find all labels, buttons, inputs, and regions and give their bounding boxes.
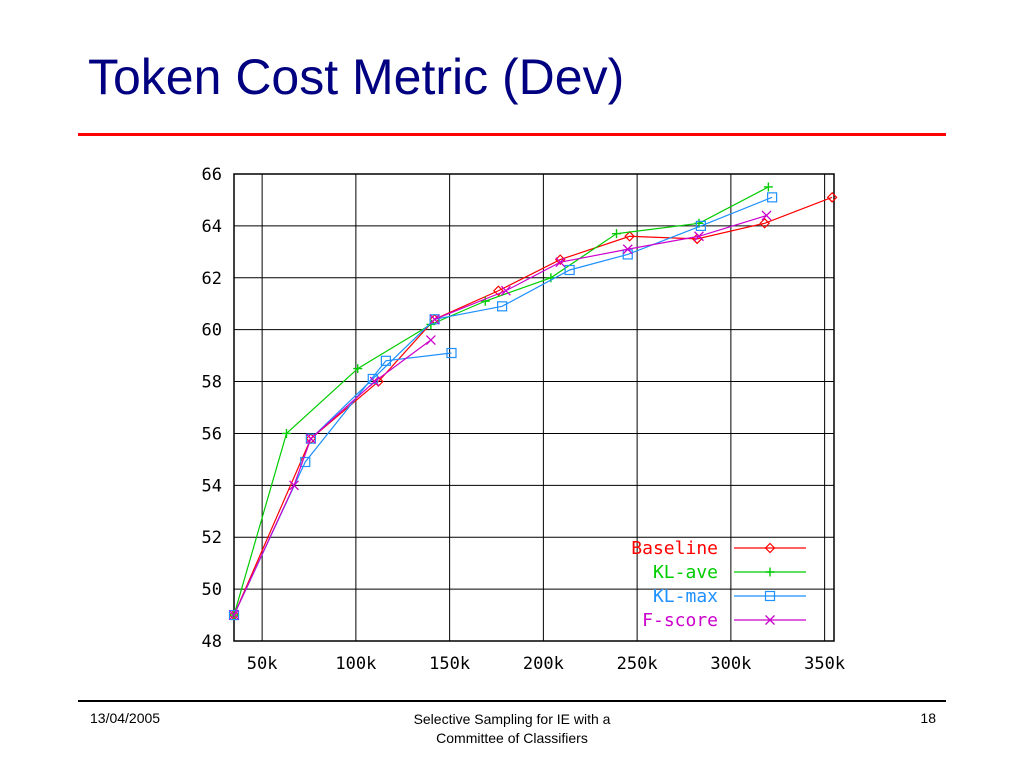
y-tick-label: 48 — [202, 632, 222, 652]
legend-label-kl-max: KL-max — [653, 586, 718, 607]
data-point-kl-max — [564, 264, 575, 276]
legend-label-kl-ave: KL-ave — [653, 562, 718, 583]
y-tick-label: 50 — [202, 580, 222, 600]
data-point-baseline — [493, 285, 504, 297]
x-tick-label: 150k — [429, 654, 470, 674]
series-line-baseline — [233, 196, 833, 616]
footer-title-line-2: Committee of Classifiers — [436, 730, 588, 746]
data-point-f-score — [425, 335, 436, 346]
data-point-kl-max — [429, 314, 440, 325]
data-point-f-score — [369, 376, 380, 387]
data-point-kl-max — [497, 301, 508, 312]
data-point-kl-max — [228, 609, 240, 621]
data-point-kl-ave — [282, 428, 291, 438]
x-tick-label: 300k — [710, 654, 751, 674]
data-point-kl-ave — [426, 319, 436, 329]
data-point-kl-max — [446, 347, 457, 359]
plot-frame — [233, 173, 835, 642]
data-point-kl-ave — [546, 273, 556, 283]
data-point-kl-ave — [612, 229, 621, 239]
legend-label-baseline: Baseline — [631, 538, 718, 559]
data-point-f-score — [694, 231, 704, 242]
data-point-f-score — [761, 210, 772, 221]
slide-title: Token Cost Metric (Dev) — [88, 49, 625, 105]
legend-label-f-score: F-score — [642, 610, 718, 631]
data-point-kl-ave — [480, 296, 490, 306]
data-point-baseline — [624, 230, 635, 242]
line-chart: 48 50 52 54 56 58 60 62 64 66 50k 100k 150k 200k 250k 3… — [202, 165, 846, 674]
y-tick-label: 60 — [202, 321, 222, 341]
data-point-f-score — [305, 433, 316, 444]
data-point-f-score — [555, 257, 566, 268]
y-tick-label: 52 — [202, 528, 222, 548]
y-tick-label: 56 — [202, 424, 222, 444]
x-tick-label: 50k — [247, 654, 278, 674]
y-tick-label: 66 — [202, 165, 222, 185]
data-point-kl-ave — [353, 364, 363, 374]
data-point-kl-max — [695, 220, 706, 231]
footer-title: Selective Sampling for IE with a Committ… — [362, 710, 662, 748]
data-point-kl-max — [380, 355, 391, 366]
legend-marker-baseline — [764, 542, 776, 554]
y-tick-label: 54 — [202, 476, 222, 496]
data-point-kl-max — [300, 456, 311, 468]
footer-divider — [78, 700, 946, 702]
data-point-kl-max — [305, 433, 316, 444]
data-point-f-score — [500, 285, 511, 296]
y-tick-label: 58 — [202, 373, 222, 393]
x-tick-label: 250k — [617, 654, 658, 674]
data-point-baseline — [826, 192, 838, 203]
footer-title-line-1: Selective Sampling for IE with a — [413, 711, 611, 727]
legend-marker-f-score — [765, 615, 775, 625]
data-point-f-score — [622, 244, 633, 255]
y-tick-label: 62 — [202, 269, 222, 289]
footer-date: 13/04/2005 — [90, 710, 161, 726]
y-tick-label: 64 — [202, 217, 222, 237]
data-point-baseline — [759, 217, 770, 229]
data-point-f-score — [429, 314, 440, 325]
data-point-f-score — [229, 610, 239, 621]
legend-marker-kl-ave — [765, 567, 775, 577]
data-point-kl-ave — [763, 182, 773, 192]
x-tick-label: 100k — [335, 654, 376, 674]
x-tick-label: 350k — [804, 654, 845, 674]
data-point-kl-max — [767, 192, 778, 203]
plot-area — [234, 174, 834, 641]
data-point-baseline — [554, 254, 566, 265]
series-line-kl-max — [310, 196, 773, 440]
x-tick-label: 200k — [523, 654, 564, 674]
title-divider — [78, 133, 946, 136]
page-number: 18 — [920, 710, 936, 726]
series-line-f-score — [434, 214, 767, 320]
legend-marker-kl-max — [764, 590, 776, 602]
data-point-f-score — [289, 480, 299, 491]
